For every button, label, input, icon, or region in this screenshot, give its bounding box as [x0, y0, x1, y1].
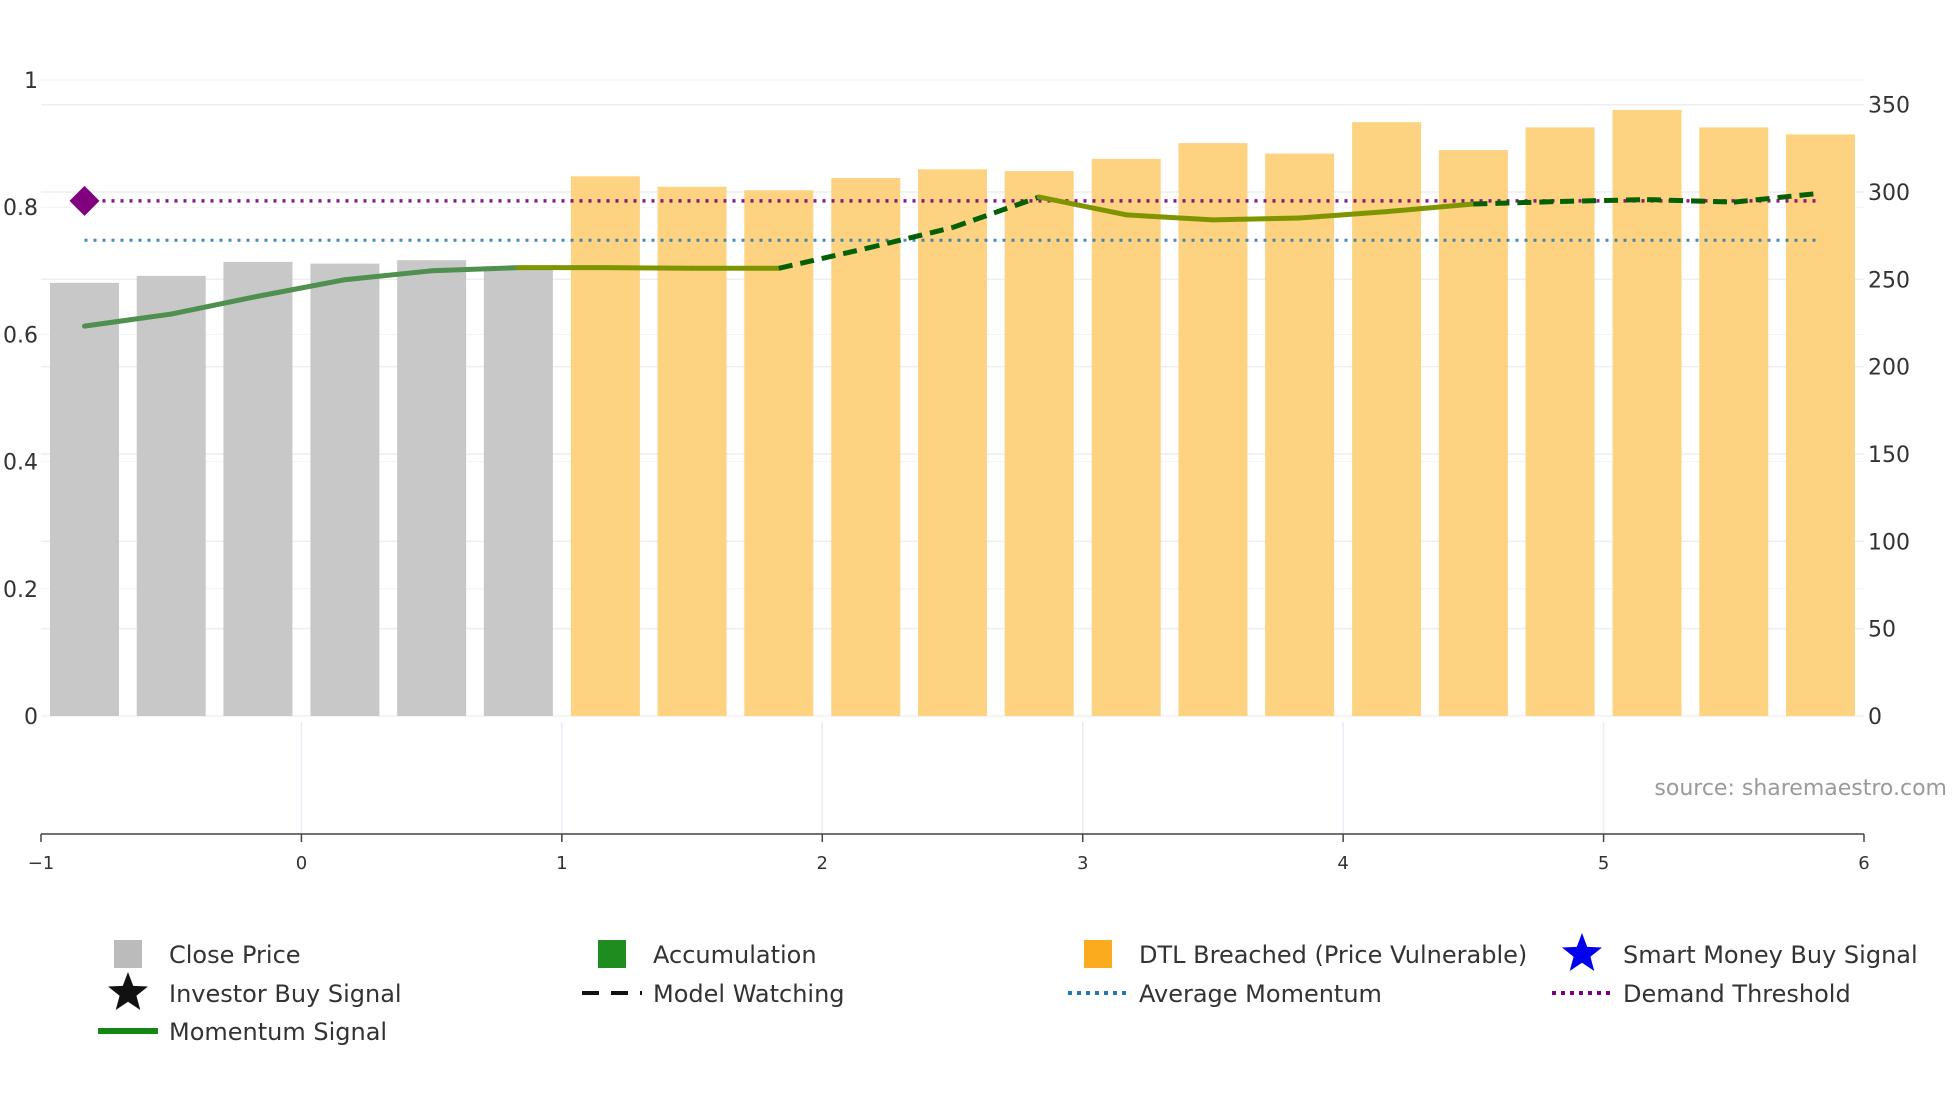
legend-swatch — [598, 940, 626, 968]
legend-label: Demand Threshold — [1623, 980, 1851, 1008]
x-tick-label: 6 — [1858, 853, 1869, 874]
momentum-segment — [602, 265, 695, 271]
momentum-segment — [1123, 212, 1216, 223]
price-bar — [657, 186, 727, 716]
momentum-segment — [1036, 194, 1129, 218]
momentum-segment — [1297, 209, 1390, 221]
price-bar — [570, 176, 640, 716]
lower-panel-gridlines — [300, 722, 1605, 834]
right-tick-label: 0 — [1868, 705, 1882, 730]
right-axis: 0 50 100 150 200 250 300 350 — [1868, 94, 1910, 730]
right-tick-label: 150 — [1868, 443, 1910, 468]
x-tick-label: 0 — [296, 853, 307, 874]
right-tick-label: 200 — [1868, 356, 1910, 381]
close-price-bars — [49, 109, 1856, 717]
legend-label: Momentum Signal — [169, 1018, 387, 1046]
legend-item: Average Momentum — [1068, 980, 1382, 1008]
left-tick-label: 0 — [24, 705, 38, 730]
momentum-segment — [1384, 201, 1476, 215]
price-bar — [49, 282, 119, 716]
legend-label: Accumulation — [653, 941, 817, 969]
price-bar — [1004, 171, 1074, 717]
x-tick-label: 4 — [1337, 853, 1348, 874]
legend-item: Model Watching — [582, 980, 845, 1008]
right-tick-label: 250 — [1868, 268, 1910, 293]
momentum-segment — [778, 246, 867, 271]
legend-label: Smart Money Buy Signal — [1623, 941, 1918, 969]
left-tick-label: 0.6 — [3, 323, 38, 348]
momentum-segment — [865, 225, 954, 251]
momentum-segment — [1733, 190, 1821, 205]
price-bar — [1699, 127, 1769, 716]
price-bar — [1612, 109, 1682, 716]
right-tick-label: 350 — [1868, 94, 1910, 119]
price-bar — [918, 169, 987, 716]
legend-item: Momentum Signal — [98, 1018, 387, 1046]
momentum-segment — [1210, 215, 1303, 223]
right-tick-label: 300 — [1868, 181, 1910, 206]
legend-item: DTL Breached (Price Vulnerable) — [1084, 940, 1527, 969]
x-tick-label: 2 — [817, 853, 828, 874]
price-bar — [1438, 150, 1508, 717]
price-bar — [310, 263, 380, 716]
price-bar — [744, 190, 814, 716]
legend-label: Investor Buy Signal — [169, 980, 402, 1008]
right-tick-label: 100 — [1868, 530, 1910, 555]
legend-item: Smart Money Buy Signal — [1562, 933, 1918, 971]
momentum-segment — [1560, 197, 1648, 204]
momentum-segment — [1473, 198, 1561, 207]
left-axis: 0 0.2 0.4 0.6 0.8 1 — [3, 69, 38, 730]
price-bar — [1265, 153, 1335, 717]
legend-item: Demand Threshold — [1552, 980, 1851, 1008]
legend-label: Model Watching — [653, 980, 845, 1008]
left-tick-label: 0.8 — [3, 196, 38, 221]
legend-label: DTL Breached (Price Vulnerable) — [1139, 941, 1527, 969]
price-bar — [1091, 158, 1161, 716]
price-bar — [136, 275, 206, 716]
right-tick-label: 50 — [1868, 618, 1896, 643]
momentum-segment — [951, 194, 1041, 230]
star-icon — [108, 972, 148, 1010]
price-bar — [831, 178, 901, 717]
source-watermark: source: sharemaestro.com — [1654, 776, 1947, 801]
legend-swatch — [114, 940, 142, 968]
momentum-segment — [168, 293, 261, 317]
momentum-segment — [1646, 197, 1734, 205]
price-bar — [1178, 143, 1248, 716]
momentum-segment — [342, 268, 435, 283]
signal-diamond-marker — [69, 185, 100, 216]
price-bar — [1525, 127, 1595, 716]
momentum-segment — [81, 311, 174, 329]
x-axis: −1 0 1 2 3 4 5 6 — [28, 833, 1870, 874]
legend-label: Average Momentum — [1139, 980, 1382, 1008]
x-tick-label: 3 — [1077, 853, 1088, 874]
x-tick-label: 1 — [556, 853, 567, 874]
legend: Close Price Accumulation DTL Breached (Pri… — [98, 933, 1918, 1046]
x-tick-label: 5 — [1598, 853, 1609, 874]
price-bar — [483, 267, 553, 716]
x-tick-label: −1 — [28, 853, 55, 874]
price-bar — [223, 261, 293, 716]
legend-item: Close Price — [114, 940, 301, 969]
price-bar — [1786, 134, 1856, 716]
price-bar — [1352, 122, 1422, 716]
momentum-segment — [255, 277, 348, 299]
star-icon — [1562, 933, 1602, 971]
left-tick-label: 1 — [24, 69, 38, 94]
reference-lines — [84, 199, 1821, 242]
momentum-line — [81, 190, 1821, 329]
legend-item: Investor Buy Signal — [108, 972, 402, 1010]
momentum-segment — [429, 265, 521, 274]
legend-swatch — [1084, 940, 1112, 968]
legend-item: Accumulation — [598, 940, 817, 969]
legend-label: Close Price — [169, 941, 301, 969]
price-bar — [397, 260, 467, 716]
left-tick-label: 0.2 — [3, 578, 38, 603]
left-tick-label: 0.4 — [3, 451, 38, 476]
signal-markers — [69, 185, 100, 216]
